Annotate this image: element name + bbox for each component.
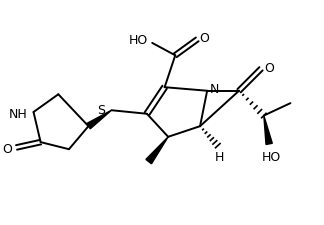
Polygon shape [87,111,111,129]
Text: NH: NH [8,108,27,121]
Text: HO: HO [261,151,281,164]
Text: O: O [200,32,210,45]
Text: H: H [215,150,224,163]
Text: S: S [98,104,106,117]
Text: N: N [210,83,219,96]
Text: HO: HO [129,34,148,47]
Text: O: O [264,61,274,74]
Text: O: O [2,142,12,155]
Polygon shape [264,116,272,145]
Polygon shape [146,137,168,164]
